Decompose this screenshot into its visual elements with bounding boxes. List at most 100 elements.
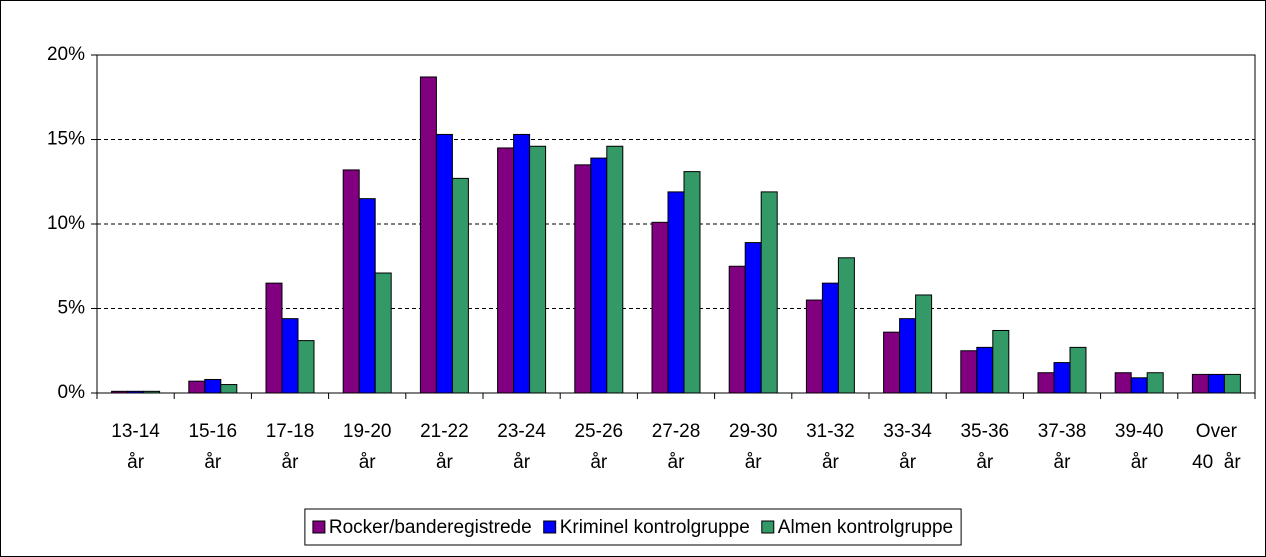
x-tick-label-line: år (204, 452, 222, 473)
bar (805, 299, 823, 394)
bar (281, 318, 299, 394)
legend-swatch (312, 520, 326, 534)
legend-label: Almen kontrolgruppe (778, 517, 953, 538)
x-tick-label-line: 33-34 (883, 421, 932, 442)
bar (744, 242, 762, 394)
x-tick-label: 21-22 år (420, 421, 469, 473)
bar (883, 331, 901, 394)
bar (915, 294, 933, 394)
bar (451, 177, 469, 394)
x-tick-label: Over 40 år (1192, 421, 1241, 473)
legend-label: Rocker/banderegistrede (329, 517, 532, 538)
x-tick-label-line: 40 år (1192, 452, 1241, 473)
x-tick-label: 13-14 år (111, 421, 160, 473)
x-tick-label-line: 29-30 (729, 421, 778, 442)
bar (204, 378, 222, 394)
y-tick-label: 0% (58, 382, 86, 403)
y-tick-label: 10% (47, 213, 85, 234)
x-tick-label-line: år (590, 452, 608, 473)
bar (220, 384, 238, 394)
x-tick-label-line: år (976, 452, 994, 473)
bar (606, 145, 624, 394)
bar (1053, 362, 1071, 394)
x-tick-label-line: år (436, 452, 454, 473)
bar (821, 282, 839, 394)
bar (992, 329, 1010, 394)
bar (435, 133, 453, 394)
x-tick-label-line: år (282, 452, 300, 473)
bar (574, 164, 592, 394)
bar (590, 157, 608, 394)
legend-swatch (761, 520, 775, 534)
x-tick-label: 23-24 år (497, 421, 546, 473)
x-tick-label-line: år (513, 452, 531, 473)
x-tick-label-line: år (668, 452, 686, 473)
x-tick-label-line: år (899, 452, 917, 473)
bar (1191, 373, 1209, 394)
bar (899, 318, 917, 394)
bar (342, 169, 360, 394)
legend-swatch (543, 520, 557, 534)
bar (837, 257, 855, 394)
bar (1146, 372, 1164, 394)
x-tick-label: 39-40 år (1115, 421, 1164, 473)
x-tick-label-line: år (127, 452, 145, 473)
bar (960, 350, 978, 394)
x-tick-label: 35-36 år (960, 421, 1009, 473)
bar (1223, 373, 1241, 394)
x-tick-label: 31-32 år (806, 421, 855, 473)
x-tick-label: 25-26 år (574, 421, 623, 473)
y-tick-label: 15% (47, 129, 85, 150)
bar (683, 171, 701, 394)
bar (1130, 377, 1148, 394)
bar (497, 147, 515, 394)
y-tick-label: 20% (47, 44, 85, 65)
bar (111, 390, 129, 394)
x-tick-label-line: 35-36 (960, 421, 1009, 442)
bar (529, 145, 547, 394)
bar (976, 346, 994, 394)
bar (188, 380, 206, 394)
bar (419, 76, 437, 394)
x-tick-label-line: 37-38 (1038, 421, 1087, 442)
x-tick-label-line: 27-28 (652, 421, 701, 442)
x-tick-label-line: 31-32 (806, 421, 855, 442)
bar (1114, 372, 1132, 394)
bar (1207, 373, 1225, 394)
bar (358, 198, 376, 394)
legend-box (304, 508, 962, 546)
legend-label: Kriminel kontrolgruppe (560, 517, 750, 538)
x-tick-label: 17-18 år (266, 421, 315, 473)
x-tick-label-line: 39-40 (1115, 421, 1164, 442)
x-tick-label-line: 19-20 (343, 421, 392, 442)
x-tick-label-line: 17-18 (266, 421, 315, 442)
bar (1069, 346, 1087, 394)
bar (760, 191, 778, 394)
x-tick-label-line: 25-26 (574, 421, 623, 442)
y-tick-label: 5% (58, 298, 86, 319)
x-tick-label-line: 23-24 (497, 421, 546, 442)
x-tick-label: 19-20 år (343, 421, 392, 473)
x-tick-label-line: år (1131, 452, 1149, 473)
x-tick-label-line: 15-16 (188, 421, 237, 442)
bar (374, 272, 392, 394)
x-tick-label: 37-38 år (1038, 421, 1087, 473)
bar (297, 340, 315, 394)
bar (651, 221, 669, 394)
x-tick-label: 33-34 år (883, 421, 932, 473)
x-tick-label: 29-30 år (729, 421, 778, 473)
bar (127, 390, 145, 394)
bar (513, 133, 531, 394)
x-tick-label-line: år (745, 452, 763, 473)
x-tick-label-line: år (822, 452, 840, 473)
bar (1037, 372, 1055, 394)
x-tick-label-line: 21-22 (420, 421, 469, 442)
bar (728, 265, 746, 394)
legend: Rocker/banderegistrede Kriminel kontrolgr… (304, 508, 962, 546)
x-tick-label-line: Over (1196, 421, 1238, 442)
x-tick-label-line: 13-14 (111, 421, 160, 442)
bar (667, 191, 685, 394)
x-tick-label-line: år (359, 452, 377, 473)
